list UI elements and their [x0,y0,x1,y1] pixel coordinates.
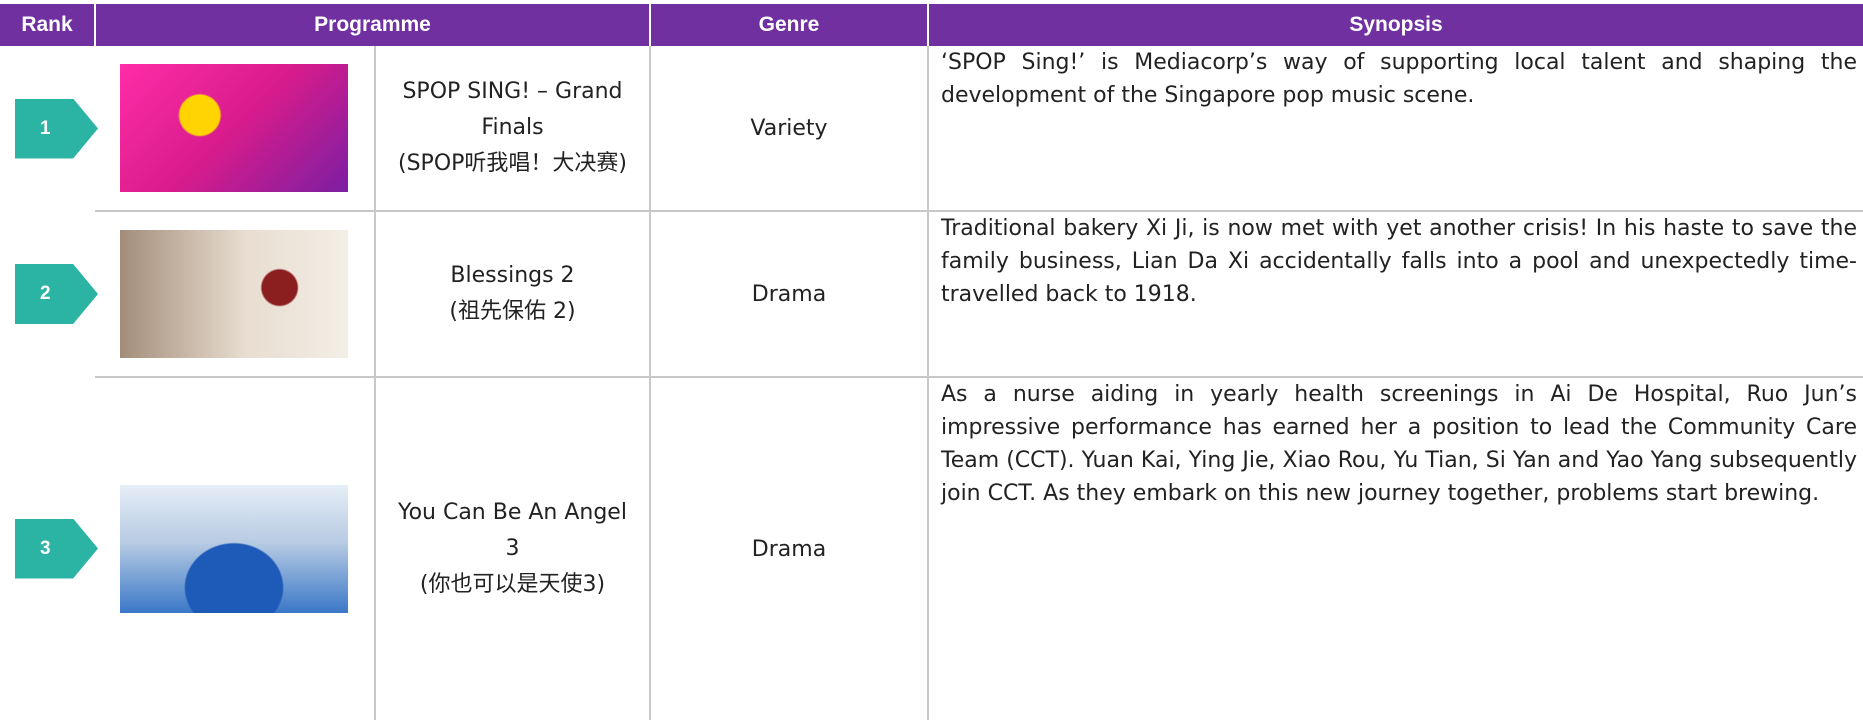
synopsis-cell: Traditional bakery Xi Ji, is now met wit… [928,211,1863,378]
programme-image [120,230,348,358]
table-row: 2 Blessings 2 (祖先保佑 2) Drama Traditional bak… [0,211,1863,378]
table-row: 3 You Can Be An Angel 3 (你也可以是天使3) Drama As … [0,377,1863,720]
header-cell: Genre [650,4,929,46]
programme-cell: You Can Be An Angel 3 (你也可以是天使3) [375,377,651,720]
programme-cell: SPOP SING! – Grand Finals (SPOP听我唱！大决赛) [375,46,651,212]
rank-badge: 3 [15,518,98,579]
header-cell: Synopsis [928,4,1863,46]
header-row: Rank Programme Genre Synopsis [0,4,1863,46]
synopsis-cell: ‘SPOP Sing!’ is Mediacorp’s way of suppo… [928,46,1863,212]
genre-cell: Drama [650,211,929,378]
programme-title: (祖先保佑 2) [449,299,576,324]
rank-badge: 1 [15,98,98,159]
programme-image [120,485,348,613]
table-body: 1 SPOP SING! – Grand Finals (SPOP听我唱！大决赛) V… [0,46,1863,720]
genre-cell: Drama [650,377,929,720]
image-cell [95,211,376,378]
programme-cell: Blessings 2 (祖先保佑 2) [375,211,651,378]
rank-cell: 2 [0,211,98,377]
programme-title: (SPOP听我唱！大决赛) [398,151,627,176]
rank-cell: 3 [0,377,98,720]
programme-title: You Can Be An Angel 3 [398,500,627,561]
rank-badge: 2 [15,264,98,324]
programme-title: Blessings 2 [450,263,575,288]
genre-cell: Variety [650,46,929,212]
programme-image [120,64,348,192]
table-row: 1 SPOP SING! – Grand Finals (SPOP听我唱！大决赛) V… [0,46,1863,212]
programme-title: SPOP SING! – Grand Finals [402,79,623,140]
header-cell: Rank [0,4,96,46]
ranking-table: Rank Programme Genre Synopsis 1 SPOP SING… [0,4,1863,720]
image-cell [95,46,376,212]
programme-title: (你也可以是天使3) [419,572,606,597]
image-cell [95,377,376,720]
header-cell: Programme [95,4,651,46]
rank-cell: 1 [0,46,98,211]
synopsis-cell: As a nurse aiding in yearly health scree… [941,382,1857,506]
